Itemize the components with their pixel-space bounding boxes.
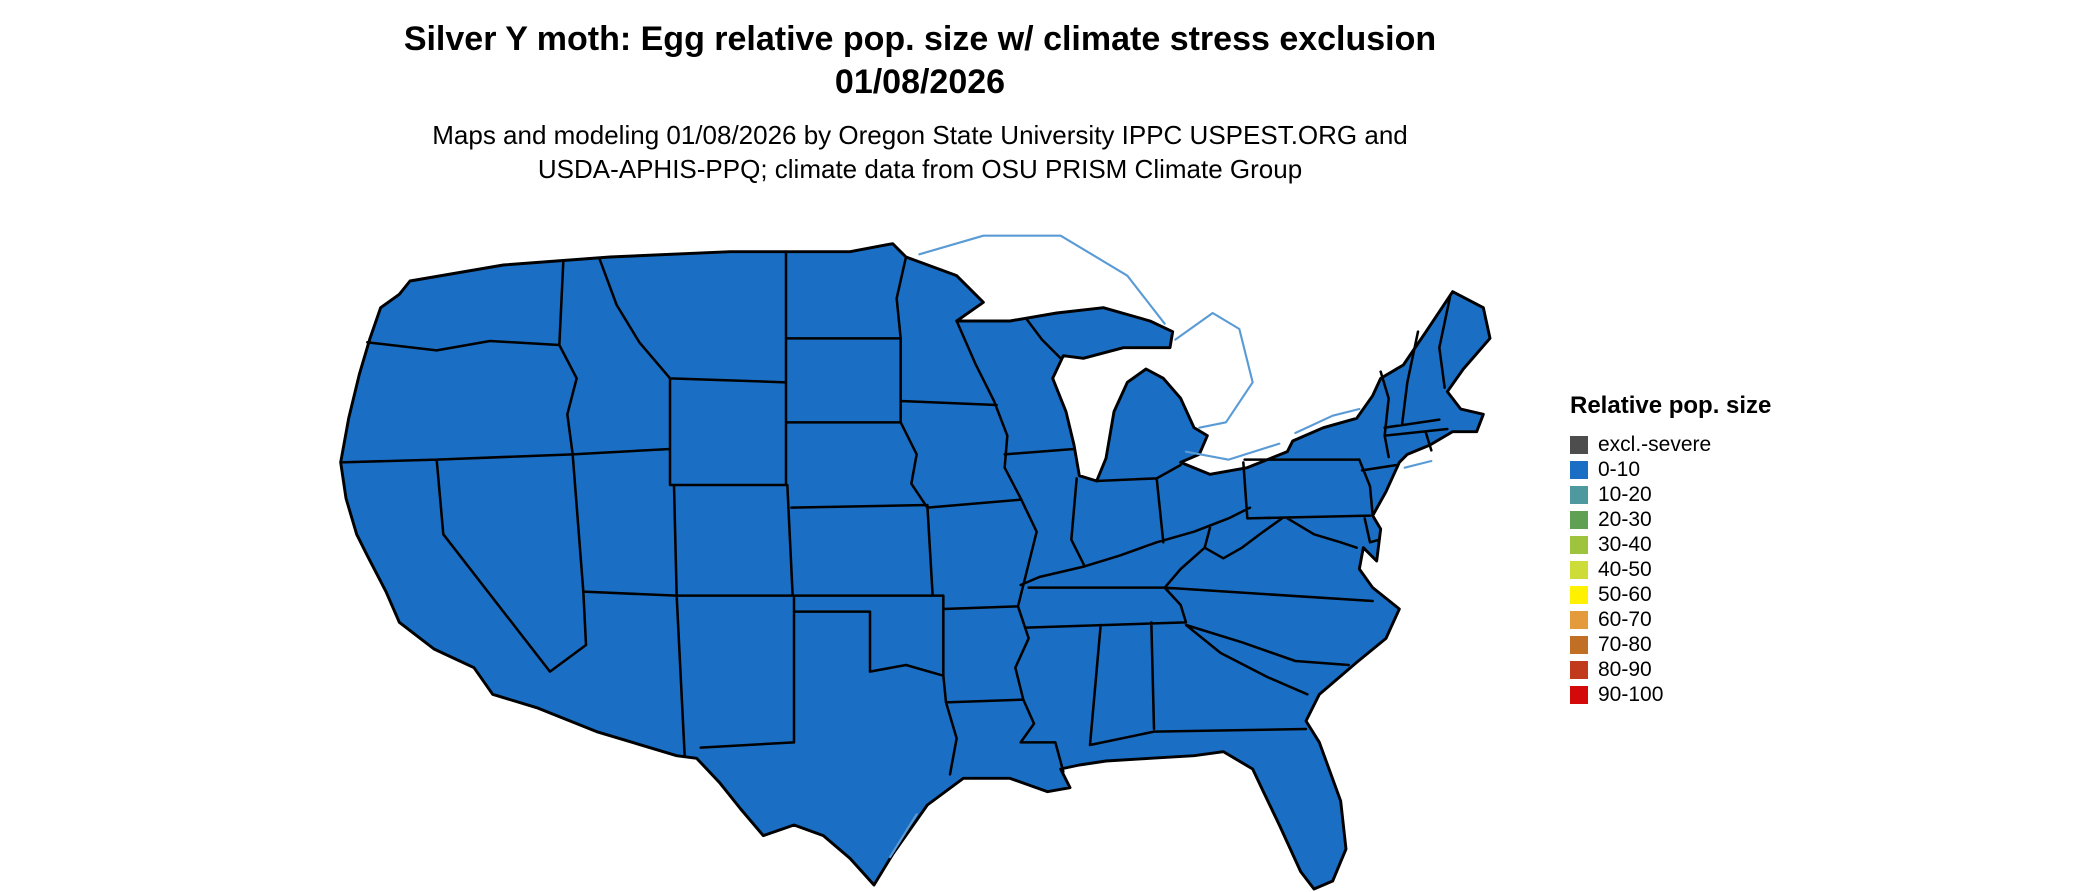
us-map-outline xyxy=(339,242,1492,891)
legend-swatch xyxy=(1570,685,1588,704)
map-title-line1: Silver Y moth: Egg relative pop. size w/… xyxy=(403,20,1437,58)
legend-label: 40-50 xyxy=(1598,557,1652,581)
legend-swatch xyxy=(1570,435,1588,454)
map-subtitle: Maps and modeling 01/08/2026 by Oregon S… xyxy=(0,118,1840,186)
legend-item: 70-80 xyxy=(1570,632,1870,657)
legend-swatch xyxy=(1570,610,1588,629)
map-title-date: 01/08/2026 xyxy=(834,63,1006,101)
legend-label: 0-10 xyxy=(1598,457,1641,481)
legend-item: 90-100 xyxy=(1570,682,1870,707)
water-outlines xyxy=(888,234,1433,859)
legend-label: excl.-severe xyxy=(1598,432,1712,456)
legend-item: 10-20 xyxy=(1570,482,1870,507)
legend-item: excl.-severe xyxy=(1570,432,1870,457)
map-subtitle-line1: Maps and modeling 01/08/2026 by Oregon S… xyxy=(432,120,1408,150)
legend-label: 70-80 xyxy=(1598,632,1652,656)
legend-swatch xyxy=(1570,535,1588,554)
us-map-svg xyxy=(339,234,1492,891)
legend-item: 40-50 xyxy=(1570,557,1870,582)
legend-label: 10-20 xyxy=(1598,482,1652,506)
legend-item: 0-10 xyxy=(1570,457,1870,482)
legend-swatch xyxy=(1570,585,1588,604)
legend-item: 20-30 xyxy=(1570,507,1870,532)
us-choropleth-map xyxy=(290,198,1570,892)
legend-swatch xyxy=(1570,660,1588,679)
map-subtitle-line2: USDA-APHIS-PPQ; climate data from OSU PR… xyxy=(537,154,1303,184)
legend-swatch xyxy=(1570,510,1588,529)
legend-swatch xyxy=(1570,635,1588,654)
map-title: Silver Y moth: Egg relative pop. size w/… xyxy=(0,18,1840,104)
legend-swatch xyxy=(1570,460,1588,479)
legend-label: 80-90 xyxy=(1598,657,1652,681)
state-boundaries xyxy=(339,250,1452,776)
legend-item: 80-90 xyxy=(1570,657,1870,682)
header: Silver Y moth: Egg relative pop. size w/… xyxy=(0,18,1840,186)
legend-items: excl.-severe 0-10 10-20 20-30 30-40 40-50 50-6… xyxy=(1570,432,1870,707)
legend: Relative pop. size excl.-severe 0-10 10-20… xyxy=(1570,392,1870,707)
legend-swatch xyxy=(1570,485,1588,504)
legend-label: 20-30 xyxy=(1598,507,1652,531)
legend-swatch xyxy=(1570,560,1588,579)
legend-label: 30-40 xyxy=(1598,532,1652,556)
legend-title: Relative pop. size xyxy=(1570,392,1772,419)
legend-label: 50-60 xyxy=(1598,582,1652,606)
legend-item: 60-70 xyxy=(1570,607,1870,632)
legend-item: 30-40 xyxy=(1570,532,1870,557)
legend-label: 90-100 xyxy=(1598,682,1664,706)
legend-label: 60-70 xyxy=(1598,607,1652,631)
legend-item: 50-60 xyxy=(1570,582,1870,607)
